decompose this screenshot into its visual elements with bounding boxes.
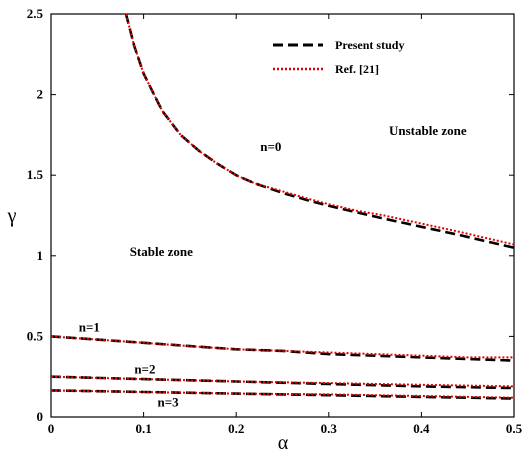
annotation-n-1: n=1 xyxy=(79,320,100,335)
x-axis-label: α xyxy=(278,432,289,454)
y-tick-label: 2 xyxy=(37,87,44,102)
annotation-stable-zone: Stable zone xyxy=(130,244,193,259)
series-present-study-n-1 xyxy=(50,335,515,362)
y-tick-label: 0.5 xyxy=(27,328,44,343)
x-tick-label: 0.1 xyxy=(135,421,151,436)
annotations: n=0 n=1 n=2 n=3 Stable zone Unstable zone xyxy=(79,123,467,410)
y-tick-label: 1.5 xyxy=(27,167,44,182)
x-tick-label: 0.2 xyxy=(228,421,244,436)
tick-labels: 0 0.1 0.2 0.3 0.4 0.5 0 0.5 1 1.5 2 2.5 xyxy=(27,6,523,436)
curves xyxy=(50,13,515,400)
axis-ticks xyxy=(50,13,515,418)
legend-label-ref-21: Ref. [21] xyxy=(335,62,379,76)
series-ref-21-n-2 xyxy=(50,375,515,388)
plot-frame xyxy=(50,13,515,418)
annotation-unstable-zone: Unstable zone xyxy=(389,123,467,138)
annotation-n-0: n=0 xyxy=(260,139,281,154)
legend-label-present-study: Present study xyxy=(335,38,404,52)
x-tick-label: 0.3 xyxy=(321,421,338,436)
y-axis-label: γ xyxy=(7,205,17,227)
x-tick-label: 0.4 xyxy=(413,421,430,436)
series-ref-21-n-0 xyxy=(125,13,515,246)
y-tick-label: 2.5 xyxy=(27,6,44,21)
annotation-n-3: n=3 xyxy=(157,395,179,410)
x-tick-label: 0.5 xyxy=(506,421,523,436)
series-ref-21-n-1 xyxy=(50,335,514,359)
legend: Present study Ref. [21] xyxy=(273,38,404,76)
y-tick-label: 0 xyxy=(37,409,44,424)
series-ref-21-n-3 xyxy=(50,389,515,399)
annotation-n-2: n=2 xyxy=(134,361,155,376)
x-tick-label: 0 xyxy=(48,421,55,436)
y-tick-label: 1 xyxy=(37,248,44,263)
